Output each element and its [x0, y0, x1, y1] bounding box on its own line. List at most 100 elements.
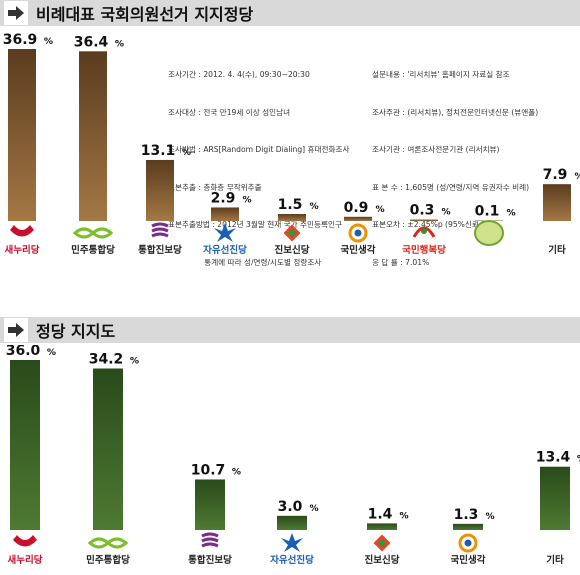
category-label: 기타 — [548, 244, 566, 256]
bar-group: 1.4 % 진보신당 — [365, 506, 409, 566]
bar-group: 34.2 % 민주통합당 — [86, 352, 139, 567]
bar-group: 2.9 % 자유선진당 — [203, 190, 251, 256]
data-label: 13.1 — [141, 143, 176, 159]
survey-line: 조사기간 : 2012. 4. 4(수), 09:30~20:30 — [168, 70, 310, 79]
bar — [79, 51, 107, 221]
bar — [278, 214, 306, 221]
unit-label: % — [574, 172, 580, 182]
survey-line: 통계에 따라 성/연령/시도별 정량조사 — [168, 257, 322, 267]
bar — [410, 219, 438, 221]
category-label: 국민생각 — [341, 244, 376, 256]
unit-label: % — [115, 39, 124, 49]
chart-bar-support: 36.0 % 새누리당 34.2 % 민주통합당 10.7 % 통합진보당 3.0 % 자유선진당 1.… — [6, 345, 580, 567]
category-label: 자유선진당 — [270, 554, 314, 566]
bar-group: 36.0 % 새누리당 — [6, 345, 56, 566]
tonghap-logo-icon — [201, 542, 219, 548]
bar-group: 10.7 % 통합진보당 — [188, 462, 241, 566]
bar — [453, 523, 483, 530]
section-title-2: 정당 지지도 — [36, 322, 116, 341]
jinbo-logo-inner — [377, 538, 387, 548]
data-label: 36.0 — [6, 345, 41, 359]
unit-label: % — [506, 209, 515, 219]
unit-label: % — [309, 202, 318, 212]
unit-label: % — [182, 148, 191, 158]
bar-group: 0.3 % 국민행복당 — [402, 203, 450, 256]
survey-line: 표 본 수 : 1,605명 (성/연령/지역 유권자수 비례) — [372, 182, 530, 192]
category-label: 민주통합당 — [86, 554, 130, 566]
bar — [543, 184, 571, 221]
haengbok-logo-inner — [421, 228, 427, 234]
data-label: 13.4 — [536, 450, 571, 466]
bar-group: 1.3 % 국민생각 — [451, 507, 495, 566]
bar-group: 3.0 % 자유선진당 — [270, 499, 318, 566]
tonghap-logo-icon — [201, 532, 219, 538]
bar-group: 13.4% 기타 — [536, 450, 580, 566]
bar — [10, 360, 40, 530]
bar — [146, 159, 174, 221]
bar-group: 7.9% 기타 — [543, 167, 580, 256]
data-label: 1.4 — [368, 506, 393, 522]
tonghap-logo-icon — [201, 537, 219, 543]
unit-label: % — [399, 511, 408, 521]
bar — [367, 523, 397, 530]
category-label: 기타 — [546, 554, 564, 566]
tonghap-logo-icon — [151, 222, 169, 228]
saenuri-logo-icon — [10, 225, 34, 237]
section-header-2: 정당 지지도 — [0, 317, 580, 343]
category-label: 국민행복당 — [402, 244, 446, 256]
jayu-logo-icon — [214, 223, 236, 242]
survey-line: 표본추출방법 : 2012년 3월말 현재 국가 주민등록인구 — [168, 220, 342, 229]
category-label: 새누리당 — [8, 554, 43, 566]
bar — [8, 49, 36, 221]
gukmin-logo-icon — [458, 533, 478, 553]
survey-info-left: 조사기간 : 2012. 4. 4(수), 09:30~20:30 조사대상 :… — [168, 44, 349, 282]
bar-group: 0.9 % 국민생각 — [341, 200, 385, 256]
data-label: 1.3 — [454, 507, 479, 523]
data-label: 3.0 — [278, 499, 303, 515]
unit-label: % — [242, 195, 251, 205]
survey-line: 설문내용 : '리서치뷰' 홈페이지 자료실 참조 — [372, 70, 510, 79]
unit-label: % — [130, 357, 139, 367]
data-label: 36.4 — [74, 34, 109, 50]
bar-group: 36.9 % 새누리당 — [3, 32, 53, 256]
survey-line: 표본추출 : 층화층 무작위추출 — [168, 182, 262, 192]
data-label: 36.9 — [3, 32, 38, 48]
data-label: 2.9 — [211, 190, 236, 206]
data-label: 34.2 — [89, 352, 124, 368]
category-label: 통합진보당 — [188, 554, 232, 566]
bar — [211, 207, 239, 221]
unit-label: % — [375, 205, 384, 215]
category-label: 새누리당 — [5, 244, 40, 256]
bar — [93, 368, 123, 530]
minju-logo-icon — [87, 537, 129, 549]
data-label: 0.1 — [475, 204, 500, 220]
arrow-icon — [4, 318, 28, 342]
tonghap-logo-icon — [151, 232, 169, 238]
unit-label: % — [441, 208, 450, 218]
bar-group: 13.1 % 통합진보당 — [138, 143, 191, 256]
data-label: 0.9 — [344, 200, 369, 216]
bar — [540, 466, 570, 530]
survey-line: 조사기관 : 여론조사전문기관 (리서치뷰) — [372, 145, 500, 154]
survey-line: 표본오차 : ±2.45%p (95%신뢰수준) — [372, 220, 496, 229]
unit-label: % — [577, 455, 580, 465]
gukmin-logo-icon — [348, 223, 368, 243]
bar — [277, 515, 307, 530]
green-party-logo-icon — [474, 220, 504, 246]
category-label: 민주통합당 — [71, 244, 115, 256]
gukmin-logo-inner — [354, 229, 362, 237]
section-header-1: 비례대표 국회의원선거 지지정당 — [0, 0, 580, 26]
unit-label: % — [47, 348, 56, 358]
jayu-logo-icon — [281, 533, 303, 552]
saenuri-logo-icon — [13, 535, 37, 547]
category-label: 진보신당 — [365, 554, 400, 566]
bar-group: 1.5 % 진보신당 — [275, 197, 319, 256]
data-label: 1.5 — [278, 197, 303, 213]
data-label: 0.3 — [410, 203, 435, 219]
tonghap-logo-icon — [151, 227, 169, 233]
unit-label: % — [485, 512, 494, 522]
category-label: 진보신당 — [275, 244, 310, 256]
minju-logo-icon — [72, 227, 114, 239]
unit-label: % — [44, 37, 53, 47]
section-title-1: 비례대표 국회의원선거 지지정당 — [36, 5, 254, 24]
